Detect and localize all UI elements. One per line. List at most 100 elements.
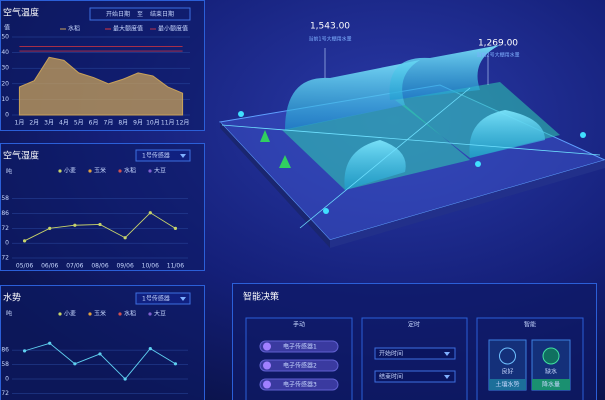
time-select[interactable] — [374, 347, 456, 360]
time-field: 开始时间 — [379, 350, 403, 358]
x-tick-label: 08/06 — [91, 263, 108, 270]
tree — [260, 130, 270, 142]
area — [18, 56, 184, 116]
y-tick-label: 0 — [5, 376, 9, 383]
x-tick-label: 07/06 — [66, 263, 83, 270]
x-tick-label: 7月 — [104, 120, 114, 127]
sensor-button[interactable] — [259, 359, 339, 372]
card-name: 土壤水势 — [495, 381, 519, 389]
check — [263, 380, 271, 389]
point — [98, 352, 102, 356]
date-end: 结束日期 — [150, 10, 174, 18]
x-tick-label: 11/06 — [167, 263, 184, 270]
panel-title: 空气湿度 — [3, 150, 39, 162]
y-tick-label: 10 — [1, 96, 9, 103]
sensor-pin — [323, 208, 329, 214]
x-tick-label: 3月 — [44, 120, 54, 127]
legend-label: 水稻 — [68, 25, 80, 33]
legend-swatch — [58, 312, 62, 316]
y-tick-label: 30 — [1, 65, 9, 72]
greenhouse — [285, 60, 420, 130]
legend-label: 小麦 — [64, 310, 76, 318]
y-tick-label: 86 — [1, 347, 9, 354]
card-footer — [532, 379, 570, 390]
time-field: 结束时间 — [379, 373, 403, 381]
point — [123, 377, 127, 381]
legend-label: 小麦 — [64, 167, 76, 175]
y-tick-label: 0 — [5, 240, 9, 247]
legend-swatch — [88, 312, 92, 316]
date-range[interactable] — [89, 7, 191, 21]
x-tick-label: 10月 — [146, 120, 160, 127]
sensor-select[interactable] — [135, 149, 191, 162]
panel-title: 智能决策 — [243, 291, 279, 303]
dropdown-arrow — [444, 352, 450, 356]
water-value: 1,543.00 — [310, 22, 350, 32]
status-icon — [499, 347, 516, 365]
legend-label: 玉米 — [94, 310, 106, 318]
legend-swatch — [148, 169, 152, 173]
point — [48, 226, 52, 230]
sensor-button[interactable] — [259, 378, 339, 391]
point — [73, 223, 77, 227]
platform-edge — [330, 160, 605, 248]
button-label: 电子传感器3 — [283, 381, 317, 389]
sensor-select-text: 1号传感器 — [142, 152, 170, 160]
dropdown-arrow — [180, 297, 186, 301]
y-tick-label: 20 — [1, 80, 9, 87]
point — [173, 226, 178, 230]
x-tick-label: 4月 — [59, 120, 69, 127]
check — [263, 342, 271, 351]
y-tick-label: 72 — [1, 225, 9, 232]
legend-label: 大豆 — [154, 167, 166, 175]
card-name: 降水量 — [542, 381, 560, 389]
point — [148, 347, 152, 351]
manual-buttons: 电子传感器1 电子传感器2 电子传感器3 — [259, 340, 339, 391]
legend-swatch — [118, 169, 122, 173]
sensor-select[interactable] — [135, 292, 191, 305]
tree — [279, 155, 291, 168]
pipe — [299, 87, 471, 229]
sub-panel — [476, 317, 584, 400]
legend-label: 最大额度值 — [113, 25, 143, 33]
legend-label: 大豆 — [154, 310, 166, 318]
x-tick-label: 06/06 — [41, 263, 58, 270]
y-tick-label: 0 — [5, 112, 9, 119]
water-label: 当前2号大棚用水量 — [476, 52, 519, 59]
greenhouse-scene — [219, 45, 605, 248]
button-label: 电子传感器2 — [283, 362, 317, 370]
time-select[interactable] — [374, 370, 456, 383]
x-tick-label: 09/06 — [116, 263, 133, 270]
y-tick-label: 58 — [1, 361, 9, 368]
sensor-button[interactable] — [259, 340, 339, 353]
legend-label: 水稻 — [124, 310, 136, 318]
sub-title: 手动 — [293, 321, 305, 329]
panel — [0, 143, 205, 271]
legend-swatch — [88, 169, 92, 173]
sensor-select-text: 1号传感器 — [142, 295, 170, 303]
date-to: 至 — [137, 11, 143, 18]
point — [48, 341, 52, 345]
dropdown-arrow — [444, 375, 450, 379]
y-axis-label: 值 — [4, 24, 10, 32]
panel-title: 空气温度 — [3, 7, 39, 19]
x-tick-label: 10/06 — [142, 263, 159, 270]
x-tick-label: 1月 — [15, 120, 25, 127]
x-tick-label: 9月 — [133, 120, 143, 127]
panel-title: 水势 — [3, 292, 21, 304]
x-tick-label: 12月 — [176, 120, 190, 127]
sub-title: 定时 — [408, 321, 420, 329]
status-icon — [542, 347, 560, 365]
water-value: 1,269.00 — [478, 39, 518, 49]
point — [148, 211, 152, 215]
legend-swatch — [118, 312, 122, 316]
sub-panel — [361, 317, 468, 400]
sensor-pin — [238, 111, 244, 117]
water-label: 当前1号大棚用水量 — [308, 36, 351, 43]
y-axis-label: 吨 — [6, 310, 12, 318]
legend-swatch — [58, 169, 62, 173]
y-tick-label: 86 — [1, 210, 9, 217]
sensor-pin — [475, 161, 481, 167]
